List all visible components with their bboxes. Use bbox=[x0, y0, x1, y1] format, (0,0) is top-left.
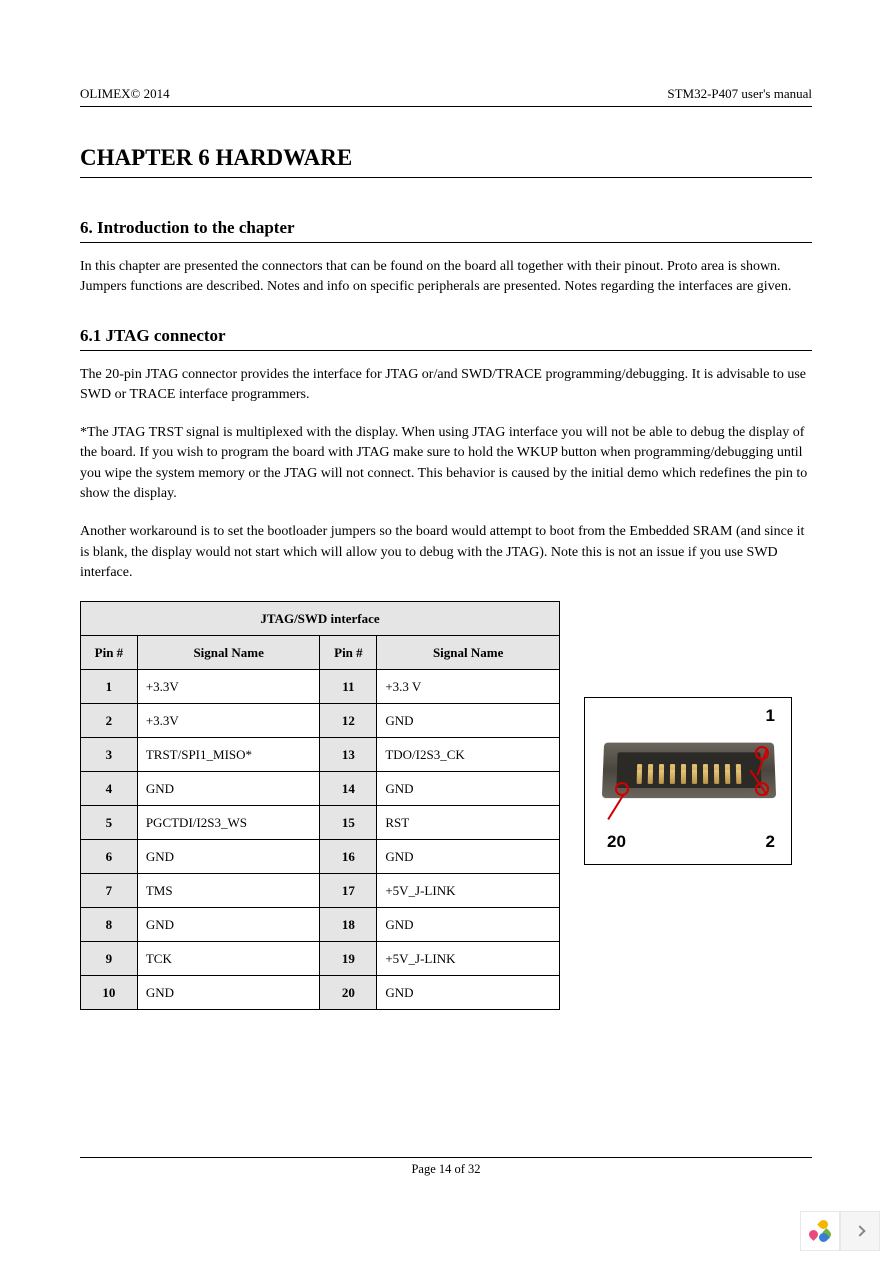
pin-number-cell: 11 bbox=[320, 670, 377, 704]
signal-name-cell: +5V_J-LINK bbox=[377, 874, 560, 908]
signal-name-cell: GND bbox=[137, 908, 320, 942]
table-row: 7TMS17+5V_J-LINK bbox=[81, 874, 560, 908]
header-left: OLIMEX© 2014 bbox=[80, 86, 170, 102]
pin-number-cell: 18 bbox=[320, 908, 377, 942]
jtag-table: JTAG/SWD interface Pin # Signal Name Pin… bbox=[80, 601, 560, 1010]
pin-number-cell: 13 bbox=[320, 738, 377, 772]
pin-number-cell: 9 bbox=[81, 942, 138, 976]
pin-number-cell: 10 bbox=[81, 976, 138, 1010]
pin-number-cell: 12 bbox=[320, 704, 377, 738]
nav-widget bbox=[800, 1211, 880, 1251]
signal-name-cell: GND bbox=[137, 976, 320, 1010]
signal-name-cell: TDO/I2S3_CK bbox=[377, 738, 560, 772]
pin-number-cell: 19 bbox=[320, 942, 377, 976]
section-61-p3: Another workaround is to set the bootloa… bbox=[80, 522, 812, 583]
section-61-p2: *The JTAG TRST signal is multiplexed wit… bbox=[80, 423, 812, 504]
pin-number-cell: 3 bbox=[81, 738, 138, 772]
chevron-right-icon bbox=[854, 1225, 865, 1236]
col-header: Pin # bbox=[81, 636, 138, 670]
signal-name-cell: GND bbox=[377, 704, 560, 738]
col-header: Pin # bbox=[320, 636, 377, 670]
signal-name-cell: PGCTDI/I2S3_WS bbox=[137, 806, 320, 840]
page-header: OLIMEX© 2014 STM32-P407 user's manual bbox=[80, 86, 812, 107]
signal-name-cell: +3.3V bbox=[137, 670, 320, 704]
section-61-title: 6.1 JTAG connector bbox=[80, 326, 812, 351]
pin-number-cell: 15 bbox=[320, 806, 377, 840]
pin-label-20: 20 bbox=[607, 832, 626, 852]
chapter-title: CHAPTER 6 HARDWARE bbox=[80, 145, 812, 178]
signal-name-cell: GND bbox=[377, 976, 560, 1010]
pin-number-cell: 17 bbox=[320, 874, 377, 908]
signal-name-cell: +5V_J-LINK bbox=[377, 942, 560, 976]
pin-number-cell: 7 bbox=[81, 874, 138, 908]
col-header: Signal Name bbox=[377, 636, 560, 670]
pin-number-cell: 2 bbox=[81, 704, 138, 738]
pin-number-cell: 8 bbox=[81, 908, 138, 942]
signal-name-cell: TMS bbox=[137, 874, 320, 908]
pin-number-cell: 1 bbox=[81, 670, 138, 704]
table-row: 1+3.3V11+3.3 V bbox=[81, 670, 560, 704]
table-row: 9TCK19+5V_J-LINK bbox=[81, 942, 560, 976]
table-row: 8GND18GND bbox=[81, 908, 560, 942]
table-row: 2+3.3V12GND bbox=[81, 704, 560, 738]
signal-name-cell: +3.3V bbox=[137, 704, 320, 738]
section-intro-title: 6. Introduction to the chapter bbox=[80, 218, 812, 243]
signal-name-cell: +3.3 V bbox=[377, 670, 560, 704]
pin-label-1: 1 bbox=[766, 706, 775, 726]
intro-text: In this chapter are presented the connec… bbox=[80, 257, 812, 298]
pin-number-cell: 16 bbox=[320, 840, 377, 874]
table-row: 4GND14GND bbox=[81, 772, 560, 806]
page-footer: Page 14 of 32 bbox=[80, 1157, 812, 1177]
pin-number-cell: 5 bbox=[81, 806, 138, 840]
logo-icon[interactable] bbox=[800, 1211, 840, 1251]
pin-number-cell: 14 bbox=[320, 772, 377, 806]
table-row: 6GND16GND bbox=[81, 840, 560, 874]
pin-label-2: 2 bbox=[766, 832, 775, 852]
next-page-button[interactable] bbox=[840, 1211, 880, 1251]
signal-name-cell: GND bbox=[137, 772, 320, 806]
pin-number-cell: 4 bbox=[81, 772, 138, 806]
pin-number-cell: 6 bbox=[81, 840, 138, 874]
connector-diagram: 1 20 2 bbox=[584, 697, 792, 865]
signal-name-cell: GND bbox=[377, 840, 560, 874]
signal-name-cell: GND bbox=[377, 772, 560, 806]
signal-name-cell: TCK bbox=[137, 942, 320, 976]
table-row: 10GND20GND bbox=[81, 976, 560, 1010]
table-row: 3TRST/SPI1_MISO*13TDO/I2S3_CK bbox=[81, 738, 560, 772]
table-title: JTAG/SWD interface bbox=[81, 602, 560, 636]
col-header: Signal Name bbox=[137, 636, 320, 670]
signal-name-cell: RST bbox=[377, 806, 560, 840]
pin-number-cell: 20 bbox=[320, 976, 377, 1010]
header-right: STM32-P407 user's manual bbox=[667, 86, 812, 102]
table-row: 5PGCTDI/I2S3_WS15RST bbox=[81, 806, 560, 840]
signal-name-cell: TRST/SPI1_MISO* bbox=[137, 738, 320, 772]
signal-name-cell: GND bbox=[377, 908, 560, 942]
signal-name-cell: GND bbox=[137, 840, 320, 874]
section-61-p1: The 20-pin JTAG connector provides the i… bbox=[80, 365, 812, 406]
